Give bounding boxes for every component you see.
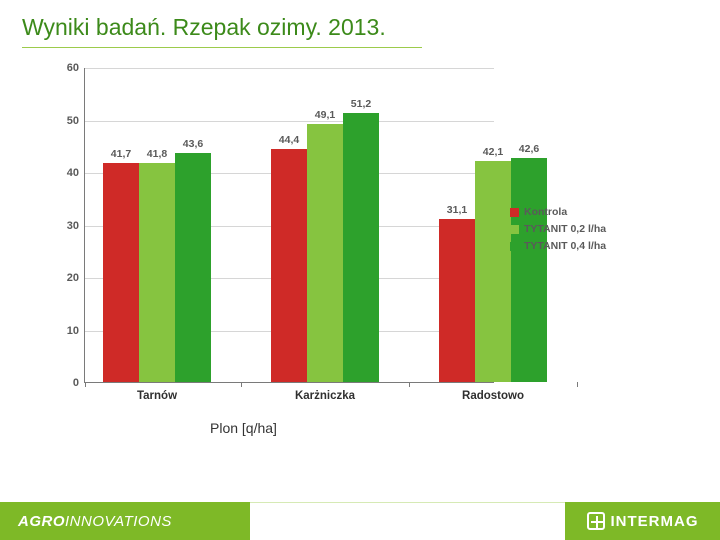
legend-swatch [510, 225, 519, 234]
bar: 41,7 [103, 163, 139, 382]
y-axis-label: 50 [67, 115, 79, 127]
y-axis-label: 20 [67, 272, 79, 284]
x-axis-label: Tarnów [137, 390, 177, 402]
legend-swatch [510, 208, 519, 217]
footer-bar: AGROINNOVATIONS INTERMAG [0, 502, 720, 540]
footer-spacer [250, 502, 565, 540]
x-axis-label: Radostowo [462, 390, 524, 402]
y-axis-label: 40 [67, 167, 79, 179]
slide: Wyniki badań. Rzepak ozimy. 2013. 010203… [0, 0, 720, 540]
y-axis-label: 60 [67, 62, 79, 74]
legend-label: TYTANIT 0,4 l/ha [524, 240, 606, 252]
footer-right-brand-text: INTERMAG [611, 513, 699, 530]
x-axis-label: Karżniczka [295, 390, 355, 402]
legend-swatch [510, 242, 519, 251]
legend-item: Kontrola [510, 206, 606, 218]
bar-value-label: 31,1 [447, 204, 467, 216]
y-axis-label: 0 [73, 377, 79, 389]
footer-right-brand: INTERMAG [565, 502, 720, 540]
chart-subtitle: Plon [q/ha] [210, 420, 277, 436]
legend: Kontrola TYTANIT 0,2 l/ha TYTANIT 0,4 l/ha [510, 206, 606, 257]
footer-brand-rest: INNOVATIONS [65, 513, 172, 530]
bar-value-label: 41,8 [147, 148, 167, 160]
grid-line [85, 121, 494, 122]
legend-item: TYTANIT 0,2 l/ha [510, 223, 606, 235]
bar-value-label: 44,4 [279, 134, 299, 146]
bar-value-label: 49,1 [315, 109, 335, 121]
x-tick [409, 382, 410, 387]
bar: 43,6 [175, 153, 211, 382]
bar: 42,6 [511, 158, 547, 382]
legend-item: TYTANIT 0,4 l/ha [510, 240, 606, 252]
bar-value-label: 43,6 [183, 138, 203, 150]
bar-value-label: 41,7 [111, 148, 131, 160]
bar: 49,1 [307, 124, 343, 382]
x-tick [577, 382, 578, 387]
bar-value-label: 42,6 [519, 143, 539, 155]
intermag-logo-icon [587, 512, 605, 530]
bar: 51,2 [343, 113, 379, 382]
plot-area: 010203040506041,741,843,6Tarnów44,449,15… [84, 68, 494, 383]
legend-label: Kontrola [524, 206, 567, 218]
bar-value-label: 51,2 [351, 98, 371, 110]
yield-chart: 010203040506041,741,843,6Tarnów44,449,15… [50, 68, 670, 428]
footer-brand-bold: AGRO [18, 513, 65, 530]
grid-line [85, 68, 494, 69]
bar: 31,1 [439, 219, 475, 382]
bar: 42,1 [475, 161, 511, 382]
bar: 41,8 [139, 163, 175, 382]
x-tick [241, 382, 242, 387]
bar: 44,4 [271, 149, 307, 382]
legend-label: TYTANIT 0,2 l/ha [524, 223, 606, 235]
footer-left-brand: AGROINNOVATIONS [0, 502, 250, 540]
y-axis-label: 10 [67, 325, 79, 337]
bar-value-label: 42,1 [483, 146, 503, 158]
y-axis-label: 30 [67, 220, 79, 232]
x-tick [85, 382, 86, 387]
slide-title: Wyniki badań. Rzepak ozimy. 2013. [22, 14, 422, 48]
